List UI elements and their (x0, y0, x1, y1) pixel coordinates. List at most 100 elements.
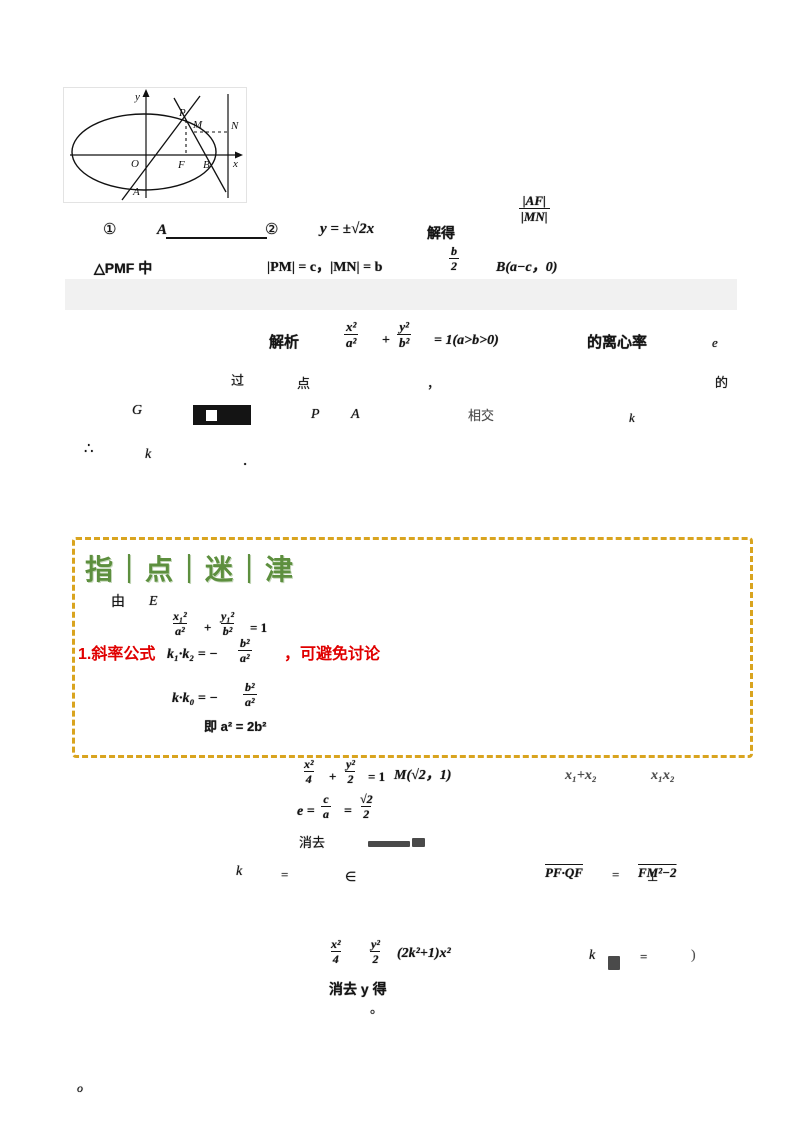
fraction-denominator: a² (344, 334, 359, 350)
fraction-denominator: 2 (370, 951, 381, 966)
text-run: o (77, 1081, 83, 1095)
fraction-numerator: x₁² (173, 609, 187, 623)
text-run: ． (242, 453, 256, 468)
text-run: 的 (715, 375, 729, 390)
ellipse-figure: y P M N O F B x A (70, 89, 243, 201)
text-run: ， (284, 646, 301, 663)
text-run: △PMF 中 (94, 260, 153, 276)
text-run: = (281, 867, 289, 882)
text-run: ⊥ (647, 869, 659, 884)
figure-label-F: F (177, 159, 185, 171)
tips-title: 指｜点｜迷｜津 (79, 543, 301, 593)
text-run: k₁·k₂ = − (167, 647, 218, 662)
text-run: = 1 (368, 769, 386, 784)
text-run: A (351, 407, 360, 422)
text-run: = (612, 867, 620, 882)
text-run: 消去 (299, 835, 326, 850)
fraction-numerator: √2 (360, 792, 373, 806)
figure-label-P: P (178, 107, 186, 119)
fraction-denominator: a² (243, 694, 257, 709)
text-run: 。 (370, 1001, 384, 1016)
tips-box: 指｜点｜迷｜津 (72, 537, 753, 758)
text-run: 相交 (468, 408, 495, 423)
fraction-denominator: 2 (361, 806, 372, 821)
text-run: k·k₀ = − (172, 691, 218, 706)
text-run: ) (691, 948, 696, 963)
text-run: = (640, 949, 648, 964)
fraction-denominator: |MN| (519, 208, 550, 224)
text-run: P (311, 407, 320, 422)
text-run: PF·QF (545, 865, 583, 880)
text-run: k (589, 948, 596, 963)
fraction-numerator: b² (245, 680, 255, 694)
text-run: e = (297, 804, 315, 819)
fraction-numerator: x² (331, 937, 341, 951)
fraction: y² b² (397, 319, 412, 350)
text-run: A (157, 222, 168, 238)
text-run: (2k²+1)x² (397, 946, 451, 961)
fraction: y² 2 (344, 758, 357, 785)
text-run: B(a−c，0) (496, 260, 558, 275)
text-run: k (145, 447, 152, 462)
text-run: + (204, 620, 212, 635)
fraction-denominator: 4 (330, 951, 341, 966)
text-run: M(√2，1) (394, 768, 452, 783)
figure-label-O: O (131, 158, 139, 170)
fraction-denominator: a (321, 806, 331, 821)
fraction-numerator: |AF| (522, 193, 546, 208)
fraction: √2 2 (358, 793, 375, 820)
text-run: + (329, 769, 337, 784)
fraction: x² 4 (329, 938, 343, 965)
smudge (608, 956, 620, 970)
rule-line (166, 237, 267, 239)
text-run: 即 a² = 2b² (204, 719, 267, 734)
text-run: FM²−2 (638, 865, 677, 880)
answer-blank (193, 405, 251, 425)
figure-label-B: B (203, 159, 210, 171)
fraction-numerator: b² (240, 636, 250, 650)
fraction-denominator: b² (397, 334, 412, 350)
text-run: ① (103, 221, 117, 238)
fraction-numerator: y² (371, 937, 380, 951)
fraction: y₁² b² (219, 610, 236, 637)
text-run: ， (427, 376, 441, 391)
text-run: x₁x₂ (651, 768, 675, 783)
text-run: e (712, 335, 718, 350)
text-run: 过 (231, 373, 245, 388)
fraction: y² 2 (369, 938, 382, 965)
fraction-numerator: b (451, 244, 457, 258)
fraction-numerator: y² (346, 757, 355, 771)
fraction-numerator: x² (304, 757, 314, 771)
figure-label-N: N (230, 120, 239, 132)
fraction-numerator: x² (346, 319, 357, 334)
fraction-denominator: 2 (449, 258, 459, 273)
text-run: 解析 (269, 334, 300, 351)
text-run: ② (265, 221, 279, 238)
text-run: ∈ (345, 869, 357, 884)
fraction-numerator: c (323, 792, 329, 806)
smudge (412, 838, 425, 847)
fraction-numerator: y² (399, 319, 410, 334)
figure-label-x: x (232, 158, 238, 170)
fraction-denominator: 2 (345, 771, 356, 786)
fraction: x² 4 (302, 758, 316, 785)
text-run: 可避免讨论 (300, 646, 381, 663)
fraction-denominator: 4 (303, 771, 314, 786)
fraction: x₁² a² (171, 610, 189, 637)
text-run: = 1 (250, 620, 268, 635)
text-run: 1.斜率公式 (78, 646, 156, 663)
text-run: |PM| = c，|MN| = b (267, 260, 383, 275)
answer-blank-inner (206, 410, 217, 421)
fraction-denominator: a² (238, 650, 252, 665)
text-run: 点 (297, 376, 311, 391)
ellipse-figure-panel: y P M N O F B x A (64, 88, 246, 202)
text-run: G (132, 403, 143, 418)
highlight-bar (65, 279, 737, 310)
text-run: = 1(a>b>0) (434, 333, 499, 348)
text-run: 消去 y 得 (329, 981, 387, 997)
text-run: y = ±√2x (320, 221, 375, 237)
text-run: 由 (111, 593, 125, 609)
